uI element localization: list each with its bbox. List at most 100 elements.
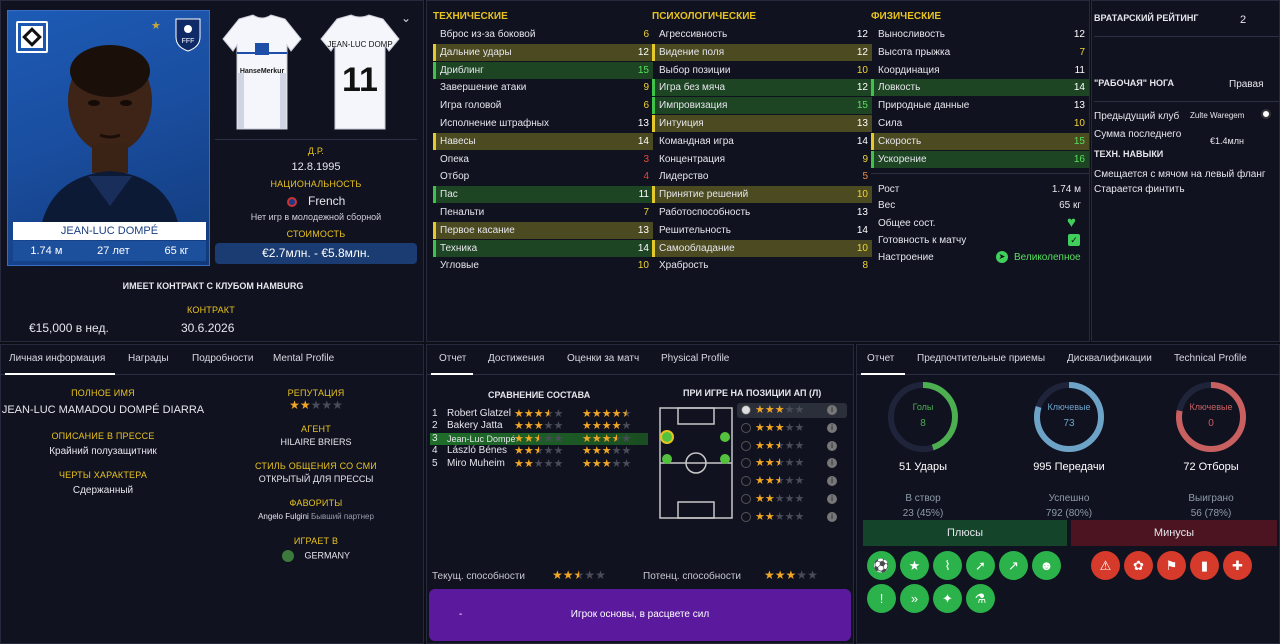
attribute-row[interactable]: Дриблинг 15 [433,61,653,79]
attribute-row[interactable]: Храбрость 8 [652,257,872,274]
ring-sub-value: 792 (80%) [1045,508,1093,519]
attribute-row[interactable]: Выносливость 12 [871,26,1089,43]
tab-stats-report[interactable]: Отчет [861,345,905,375]
attribute-row[interactable]: Дальние удары 12 [433,43,653,61]
info-icon[interactable]: i [827,440,837,451]
role-radio-icon[interactable] [741,422,751,433]
attribute-row[interactable]: Навесы 14 [433,132,653,150]
attribute-row[interactable]: Выбор позиции 10 [652,62,872,79]
info-icon[interactable]: i [827,422,837,433]
info-icon[interactable]: i [827,494,837,504]
attribute-row[interactable]: Самообладание 10 [652,239,872,257]
tab-achievements[interactable]: Достижения [488,353,545,364]
nationality-value[interactable]: French [307,194,346,208]
morale-value: Великолепное [1014,252,1081,263]
attribute-row[interactable]: Скорость 15 [871,132,1089,150]
pro-star-icon[interactable]: ★ [900,551,929,580]
attribute-row[interactable]: Принятие решений 10 [652,186,872,204]
role-rating-row[interactable]: ★★★★★ i [737,421,847,436]
attribute-row[interactable]: Завершение атаки 9 [433,79,653,96]
pro-head-icon[interactable]: ☻ [1032,551,1061,580]
attribute-row[interactable]: Импровизация 15 [652,97,872,115]
con-marking-icon[interactable]: ✚ [1223,551,1252,580]
attribute-row[interactable]: Работоспособность 13 [652,204,872,221]
tab-report[interactable]: Отчет [431,345,473,375]
kit-dropdown-chevron-icon[interactable]: ⌄ [401,11,412,25]
role-radio-icon[interactable] [741,494,751,504]
tab-technical-profile[interactable]: Technical Profile [1174,353,1247,364]
pro-boot-icon[interactable]: ➚ [966,551,995,580]
star-icon: ★ [523,457,534,470]
attribute-row[interactable]: Ловкость 14 [871,79,1089,97]
info-icon[interactable]: i [827,511,837,522]
pro-trend-icon[interactable]: ↗ [999,551,1028,580]
info-icon[interactable]: i [827,458,837,469]
role-radio-icon[interactable] [741,458,751,469]
info-icon[interactable]: i [827,405,837,415]
attribute-row[interactable]: Пенальти 7 [433,204,653,221]
tab-mental-profile[interactable]: Mental Profile [273,353,335,364]
favourite-name[interactable]: Angelo Fulgini [258,512,309,521]
squad-row[interactable]: 3 Jean-Luc Dompé ★★★★★ ★★★★★ [430,432,648,445]
attribute-row[interactable]: Ускорение 16 [871,150,1089,168]
squad-row[interactable]: 5 Miro Muheim ★★★★★ ★★★★★ [430,458,648,470]
attribute-row[interactable]: Опека 3 [433,151,653,168]
pro-dribbling-icon[interactable]: ⚽ [867,551,896,580]
role-radio-icon[interactable] [741,476,751,487]
pro-alert-icon[interactable]: ! [867,584,896,613]
role-radio-icon[interactable] [741,405,751,415]
role-rating-row[interactable]: ★★★★★ i [737,510,847,525]
attribute-row[interactable]: Угловые 10 [433,257,653,274]
attribute-row[interactable]: Техника 14 [433,239,653,257]
tab-match-ratings[interactable]: Оценки за матч [567,353,640,364]
attribute-row[interactable]: Командная игра 14 [652,133,872,150]
squad-row[interactable]: 4 László Bénes ★★★★★ ★★★★★ [430,445,648,457]
pro-run-icon[interactable]: » [900,584,929,613]
attribute-row[interactable]: Отбор 4 [433,168,653,185]
role-rating-row[interactable]: ★★★★★ i [737,439,847,454]
role-rating-row[interactable]: ★★★★★ i [737,456,847,471]
attribute-row[interactable]: Природные данные 13 [871,97,1089,114]
attribute-row[interactable]: Игра без мяча 12 [652,79,872,97]
pro-crossing-icon[interactable]: ⌇ [933,551,962,580]
role-rating-row[interactable]: ★★★★★ i [737,403,847,418]
attribute-row[interactable]: Исполнение штрафных 13 [433,115,653,132]
tab-awards[interactable]: Награды [128,353,169,364]
con-card-icon[interactable]: ▮ [1190,551,1219,580]
star-icon: ★ [621,408,632,420]
attribute-name: Скорость [878,135,922,147]
attribute-row[interactable]: Вброс из-за боковой 6 [433,26,653,43]
attribute-row[interactable]: Координация 11 [871,62,1089,79]
attribute-row[interactable]: Игра головой 6 [433,97,653,114]
con-warning-icon[interactable]: ⚠ [1091,551,1120,580]
tab-suspensions[interactable]: Дисквалификации [1067,353,1152,364]
attribute-row[interactable]: Агрессивность 12 [652,26,872,43]
attribute-row[interactable]: Высота прыжка 7 [871,44,1089,61]
role-radio-icon[interactable] [741,440,751,451]
tab-preferred-moves[interactable]: Предпочтительные приемы [917,353,1046,364]
con-tackle-icon[interactable]: ✿ [1124,551,1153,580]
attribute-row[interactable]: Видение поля 12 [652,43,872,61]
info-icon[interactable]: i [827,476,837,487]
attribute-name: Координация [878,64,940,76]
attribute-row[interactable]: Интуиция 13 [652,115,872,132]
tab-personal-info[interactable]: Личная информация [5,345,115,375]
attribute-row[interactable]: Лидерство 5 [652,168,872,185]
pro-setpiece-icon[interactable]: ✦ [933,584,962,613]
prev-club-value[interactable]: Zulte Waregem [1190,111,1245,120]
attribute-row[interactable]: Первое касание 13 [433,221,653,239]
attribute-row[interactable]: Пас 11 [433,186,653,204]
role-rating-row[interactable]: ★★★★★ i [737,492,847,507]
squad-row[interactable]: 1 Robert Glatzel ★★★★★ ★★★★★ [430,408,648,420]
attribute-row[interactable]: Сила 10 [871,115,1089,132]
role-rating-row[interactable]: ★★★★★ i [737,474,847,489]
tab-physical-profile[interactable]: Physical Profile [661,353,730,364]
squad-row[interactable]: 2 Bakery Jatta ★★★★★ ★★★★★ [430,420,648,432]
attribute-row[interactable]: Решительность 14 [652,222,872,239]
tab-details[interactable]: Подробности [192,353,254,364]
pro-flask-icon[interactable]: ⚗ [966,584,995,613]
con-flag-icon[interactable]: ⚑ [1157,551,1186,580]
agent-value[interactable]: HILAIRE BRIERS [280,437,352,447]
attribute-row[interactable]: Концентрация 9 [652,151,872,168]
role-radio-icon[interactable] [741,511,751,522]
